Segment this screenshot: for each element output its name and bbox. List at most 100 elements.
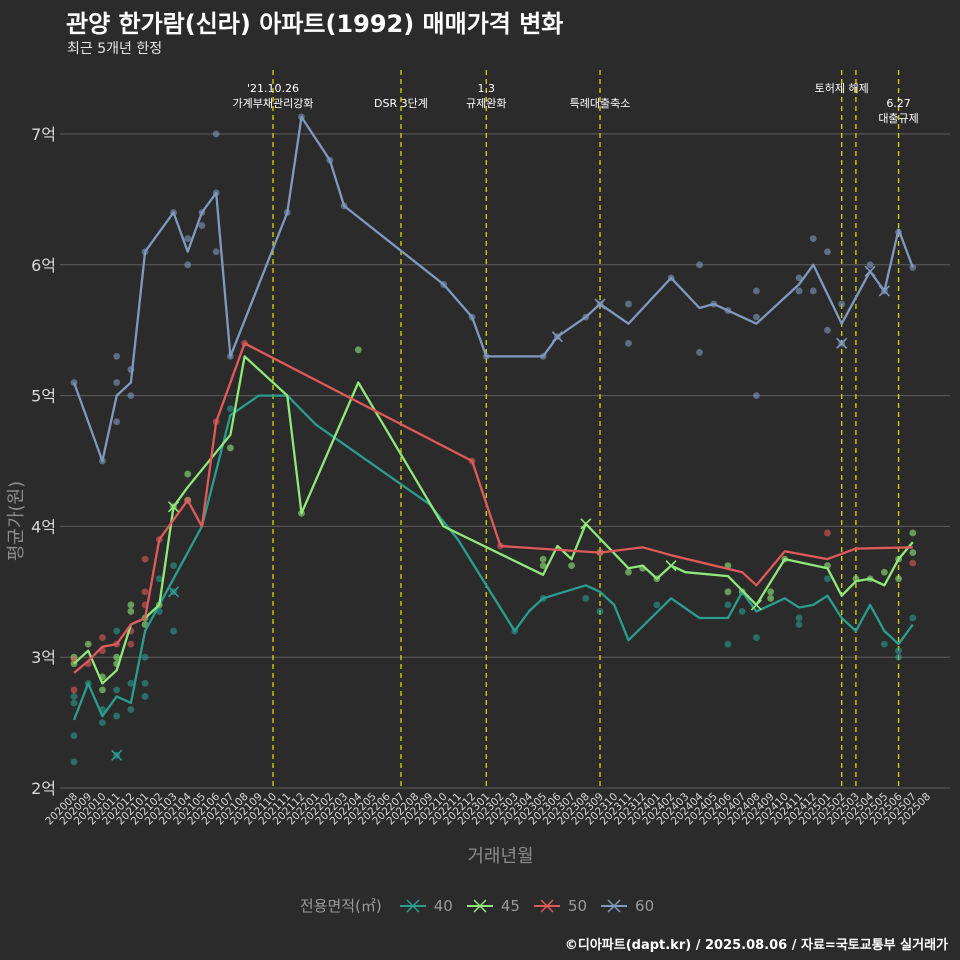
data-point-40 [724, 601, 732, 609]
data-point-45 [354, 346, 362, 354]
data-point-40 [70, 758, 78, 766]
x-marker-60 [836, 337, 848, 349]
x-marker-60 [594, 298, 606, 310]
data-point-40 [127, 679, 135, 687]
policy-label: 규제완화 [466, 97, 506, 110]
data-point-50 [909, 559, 917, 567]
data-point-60 [838, 300, 846, 308]
legend-key-60-icon [601, 898, 628, 913]
data-point-60 [127, 392, 135, 399]
data-point-40 [653, 601, 661, 609]
data-point-40 [724, 640, 732, 648]
series-line-50 [73, 342, 913, 674]
data-point-60 [212, 130, 220, 138]
data-point-40 [596, 608, 604, 615]
data-point-40 [895, 647, 902, 655]
data-point-40 [909, 614, 917, 622]
data-point-50 [141, 588, 149, 596]
data-point-45 [625, 568, 632, 576]
legend-key-45-icon [466, 898, 493, 913]
legend-label-60: 60 [635, 896, 655, 915]
data-point-40 [141, 679, 149, 687]
data-point-40 [170, 562, 177, 570]
data-point-60 [113, 352, 121, 360]
data-point-60 [625, 300, 632, 308]
data-point-45 [226, 444, 234, 452]
legend-item-40: 40 [398, 896, 453, 916]
data-point-45 [909, 549, 917, 556]
data-point-60 [795, 287, 803, 295]
data-point-40 [738, 608, 746, 615]
data-point-40 [113, 627, 121, 635]
data-point-40 [70, 699, 78, 707]
policy-label: 6.27 [886, 97, 911, 110]
x-marker-60 [878, 285, 890, 297]
data-point-50 [99, 634, 106, 641]
legend-item-50: 50 [532, 896, 587, 916]
legend-label-50: 50 [567, 896, 588, 915]
data-point-50 [70, 686, 78, 694]
chart-subtitle: 최근 5개년 한정 [67, 41, 163, 57]
data-point-45 [539, 562, 547, 570]
x-marker-60 [864, 265, 876, 277]
data-point-40 [113, 686, 121, 694]
data-point-50 [127, 640, 135, 648]
data-point-40 [895, 653, 902, 661]
data-point-45 [113, 653, 121, 661]
data-point-60 [866, 261, 874, 269]
source-credit: ©디아파트(dapt.kr) / 2025.08.06 / 자료=국토교통부 실… [564, 938, 948, 953]
data-point-45 [895, 575, 902, 583]
data-point-60 [696, 349, 703, 356]
data-point-40 [795, 614, 803, 622]
series-line-45 [73, 355, 914, 685]
data-point-60 [212, 248, 220, 256]
legend-title: 전용면적(㎡) [299, 897, 382, 915]
data-point-60 [824, 248, 831, 256]
data-point-40 [70, 693, 78, 700]
legend-label-45: 45 [500, 896, 520, 915]
chart-title: 관양 한가람(신라) 아파트(1992) 매매가격 변화 [66, 10, 564, 38]
data-point-40 [795, 621, 803, 628]
data-point-60 [753, 313, 760, 321]
data-point-60 [753, 287, 760, 295]
y-tick-label: 3억 [31, 648, 56, 667]
data-point-60 [625, 339, 632, 347]
data-point-40 [141, 693, 149, 700]
y-tick-label: 2억 [31, 779, 56, 798]
data-point-45 [127, 601, 135, 609]
policy-label: 1.3 [478, 82, 496, 95]
data-point-60 [809, 287, 817, 295]
data-point-45 [880, 568, 888, 576]
data-point-40 [99, 719, 106, 726]
y-tick-label: 7억 [31, 125, 56, 144]
data-point-60 [809, 235, 817, 243]
data-point-40 [824, 575, 831, 583]
legend-key-50-icon [533, 898, 560, 913]
y-tick-label: 6억 [31, 256, 56, 275]
x-marker-45 [167, 501, 180, 513]
series-line-40 [72, 394, 914, 721]
data-point-45 [184, 470, 192, 478]
data-point-45 [767, 594, 775, 602]
data-point-40 [880, 640, 888, 648]
data-point-40 [170, 627, 177, 635]
y-axis-title: 평균가(원) [6, 481, 27, 561]
data-point-60 [824, 326, 831, 334]
data-point-60 [753, 392, 760, 399]
data-point-60 [184, 235, 192, 243]
data-point-45 [767, 588, 775, 596]
legend-item-60: 60 [599, 896, 654, 916]
legend-label-40: 40 [433, 896, 453, 915]
policy-label: 토허제 해제 [815, 81, 869, 95]
x-marker-60 [551, 331, 563, 343]
policy-label: 대출규제 [878, 112, 918, 125]
data-point-40 [141, 653, 149, 661]
x-marker-45 [665, 560, 677, 572]
legend: 전용면적(㎡) 40 45 50 60 [0, 895, 960, 916]
data-point-45 [84, 640, 92, 648]
data-point-50 [824, 529, 831, 537]
data-point-50 [141, 555, 149, 563]
data-point-45 [568, 562, 575, 570]
series-line-60 [72, 115, 914, 463]
x-marker-40 [111, 749, 123, 761]
